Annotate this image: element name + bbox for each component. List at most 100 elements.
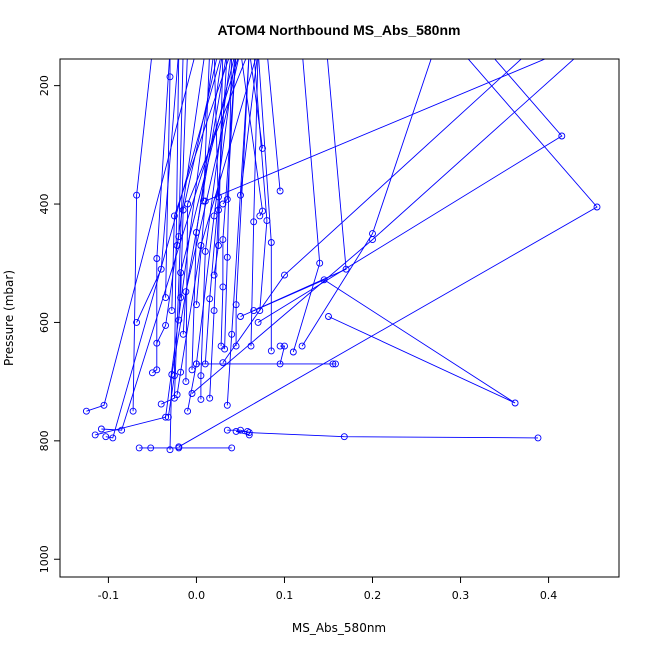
- data-point-19-0: [182, 378, 190, 386]
- series-line-51: [191, 59, 575, 394]
- data-point-27-2: [219, 236, 227, 244]
- data-point-26-0: [210, 271, 218, 279]
- data-point-17-0: [177, 294, 185, 302]
- x-tick-label: 0.0: [188, 589, 206, 602]
- data-point-25-2: [215, 206, 222, 214]
- data-point-31-0: [232, 342, 240, 350]
- data-point-2-0: [97, 425, 105, 433]
- data-point-40-1: [329, 360, 337, 368]
- data-point-5-0: [133, 318, 141, 326]
- series-line-29: [224, 59, 232, 350]
- x-tick-label: 0.1: [276, 589, 294, 602]
- data-point-37-1: [267, 239, 275, 246]
- data-point-34-1: [259, 207, 266, 215]
- data-point-20-0: [184, 407, 192, 415]
- data-point-11-0: [164, 413, 172, 421]
- plot-frame: [59, 58, 620, 578]
- series-line-43: [235, 430, 250, 436]
- data-point-47-2: [511, 399, 519, 407]
- data-point-21-1: [192, 229, 200, 236]
- x-axis: -0.1 0.0 0.1 0.2 0.3 0.4: [98, 577, 558, 602]
- data-point-44-0: [289, 348, 297, 356]
- data-point-24-1: [206, 295, 214, 303]
- data-point-12-1: [168, 371, 176, 378]
- series-line-10: [165, 59, 171, 298]
- y-tick-label: 400: [38, 194, 51, 215]
- series-line-2: [101, 59, 239, 431]
- data-point-28-1: [223, 195, 231, 203]
- data-point-4-0: [129, 407, 137, 415]
- data-point-31-1: [232, 301, 240, 309]
- data-point-22-1: [197, 372, 205, 380]
- data-point-2-1: [118, 426, 126, 434]
- data-point-42-2: [245, 429, 253, 437]
- data-point-6-3: [228, 444, 236, 452]
- y-axis-label: Pressure (mbar): [2, 270, 16, 366]
- series-line-49: [257, 59, 563, 323]
- data-point-42-0: [223, 426, 231, 434]
- series-line-30: [226, 59, 250, 406]
- series-line-44: [292, 59, 321, 353]
- series-line-7: [152, 59, 170, 374]
- series-line-34: [241, 59, 263, 217]
- series-line-28: [222, 59, 237, 205]
- data-point-4-1: [133, 191, 141, 199]
- data-point-18-1: [182, 288, 190, 296]
- series-line-3: [105, 59, 221, 439]
- series-line-20: [187, 59, 236, 412]
- data-point-29-1: [223, 253, 231, 261]
- y-tick-label: 1000: [38, 545, 51, 573]
- series-line-36: [253, 59, 268, 311]
- series-line-24: [204, 59, 228, 364]
- data-point-25-1: [210, 307, 218, 315]
- series-line-41: [222, 59, 522, 363]
- data-point-8-0: [153, 339, 161, 347]
- x-tick-label: 0.4: [540, 589, 558, 602]
- series-line-9: [161, 59, 188, 405]
- data-point-26-1: [215, 242, 222, 249]
- y-tick-label: 200: [38, 75, 51, 96]
- series-line-4: [132, 59, 152, 412]
- data-point-17-1: [179, 206, 187, 214]
- series-line-5: [136, 59, 179, 323]
- series-line-26: [213, 59, 224, 276]
- series-line-22: [200, 59, 231, 400]
- y-tick-label: 800: [38, 430, 51, 451]
- series-line-42: [227, 429, 539, 439]
- data-point-51-0: [188, 390, 196, 397]
- data-point-42-4: [534, 434, 542, 442]
- data-point-23-0: [200, 197, 207, 205]
- data-point-42-1: [237, 426, 244, 434]
- data-point-22-2: [201, 247, 209, 255]
- series-line-19: [185, 59, 247, 382]
- data-point-3-0: [102, 433, 110, 441]
- data-point-21-0: [188, 366, 196, 374]
- data-point-46-0: [250, 307, 258, 315]
- data-point-12-0: [166, 446, 174, 454]
- data-point-43-2: [244, 427, 251, 435]
- data-point-49-1: [558, 132, 566, 140]
- data-point-13-1: [170, 212, 178, 220]
- data-point-50-0: [192, 301, 200, 309]
- data-point-38-0: [276, 187, 284, 195]
- series-line-21: [191, 59, 223, 370]
- data-point-40-2: [332, 360, 339, 368]
- series-line-50: [195, 59, 547, 305]
- data-point-1-0: [91, 431, 99, 439]
- data-point-22-0: [197, 395, 205, 403]
- x-tick-label: 0.2: [364, 589, 382, 602]
- series-line-46: [253, 59, 347, 312]
- chart-title: ATOM4 Northbound MS_Abs_580nm: [218, 22, 461, 38]
- data-point-39-1: [281, 342, 288, 350]
- series-line-0: [86, 59, 195, 412]
- x-axis-label: MS_Abs_580nm: [292, 621, 386, 635]
- data-point-48-1: [593, 203, 601, 211]
- data-point-16-1: [175, 233, 183, 241]
- data-point-33-1: [250, 218, 258, 226]
- data-point-42-3: [340, 433, 348, 441]
- data-point-0-1: [100, 401, 108, 409]
- series-line-45: [301, 59, 432, 347]
- data-point-16-0: [173, 242, 181, 249]
- data-point-51-1: [369, 236, 376, 244]
- data-point-41-1: [281, 271, 288, 279]
